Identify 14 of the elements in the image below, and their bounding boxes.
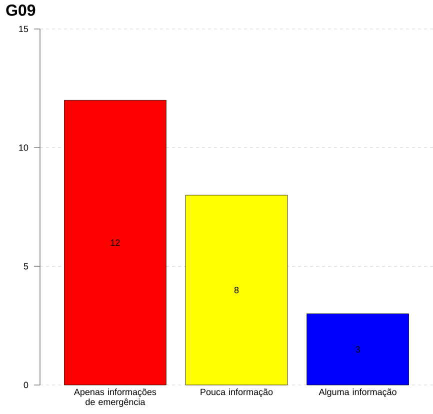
- y-tick-label: 0: [24, 382, 28, 388]
- x-tick-label: Alguma informação: [318, 388, 396, 397]
- data-label: 3: [356, 346, 360, 353]
- data-label: 12: [110, 239, 120, 246]
- data-label: 8: [234, 286, 239, 294]
- y-tick-label: 5: [24, 263, 28, 270]
- chart-title: G09: [6, 4, 36, 16]
- y-tick-label: 10: [19, 144, 28, 151]
- x-tick-label: Apenas informações de emergência: [74, 388, 156, 407]
- bar: [306, 314, 409, 386]
- y-tick-label: 15: [19, 26, 28, 32]
- x-tick-label: Pouca informação: [200, 388, 273, 397]
- bar: [64, 100, 166, 386]
- bar: [185, 194, 288, 386]
